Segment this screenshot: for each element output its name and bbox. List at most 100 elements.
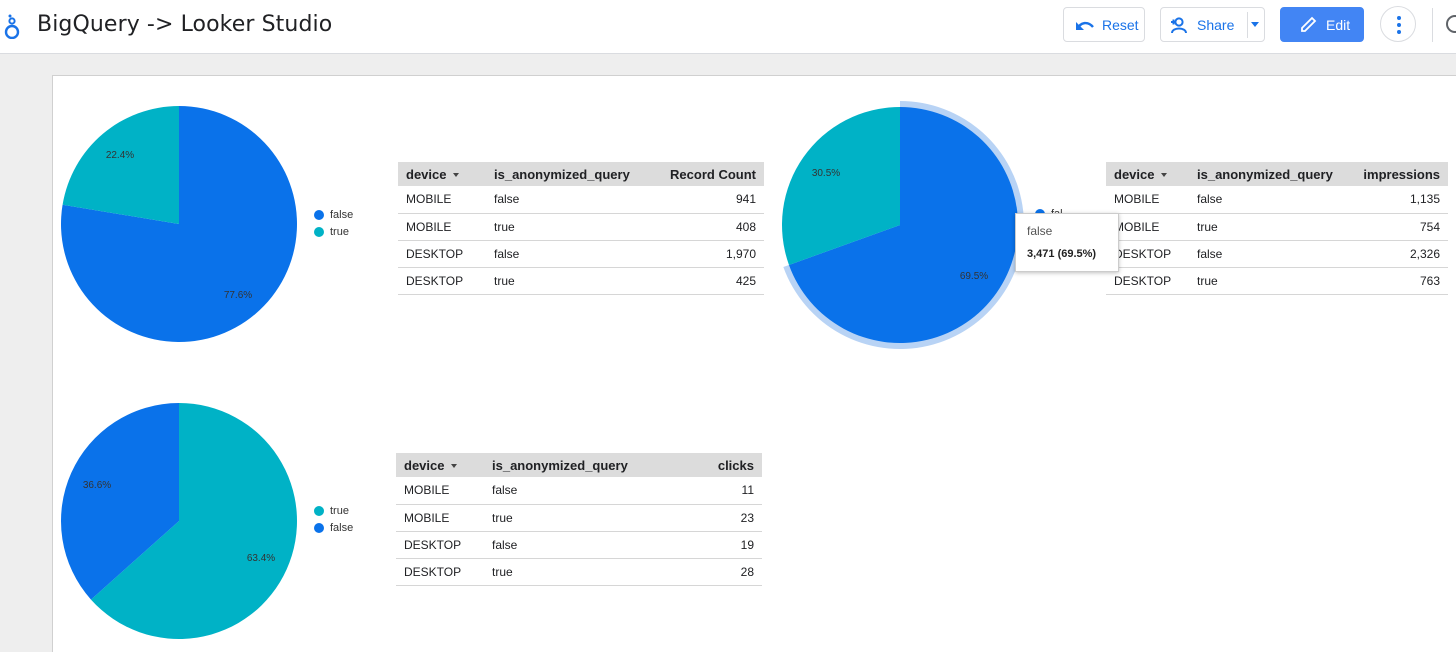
table-row[interactable]: DESKTOP true 28	[396, 558, 762, 586]
table-cell: MOBILE	[398, 186, 486, 214]
column-header-device[interactable]: device	[398, 162, 486, 186]
sort-icon[interactable]	[451, 464, 458, 469]
table-cell: true	[484, 504, 644, 532]
pie-data-label: 77.6%	[224, 290, 252, 301]
legend-label: false	[330, 521, 354, 534]
header-label: device	[406, 166, 447, 182]
report-title[interactable]: BigQuery -> Looker Studio	[37, 12, 333, 37]
pie-legend-3: true false	[314, 502, 353, 536]
table-cell: 19	[644, 531, 762, 559]
column-header-is-anonymized-query[interactable]: is_anonymized_query	[1189, 162, 1349, 186]
table-row[interactable]: DESKTOP true 425	[398, 267, 764, 295]
pie-chart-impressions[interactable]: 69.5% 30.5%	[775, 95, 1025, 355]
table-header-row: device is_anonymized_query impressions	[1106, 162, 1448, 186]
column-header-record-count[interactable]: Record Count	[646, 162, 764, 186]
table-row[interactable]: MOBILE true 23	[396, 504, 762, 532]
pie-slice-true[interactable]	[90, 403, 297, 639]
table-cell: DESKTOP	[398, 240, 486, 268]
pencil-icon	[1301, 16, 1317, 32]
legend-swatch	[314, 505, 324, 516]
table-row[interactable]: DESKTOP false 2,326	[1106, 240, 1448, 268]
tooltip-label: false	[1027, 224, 1053, 238]
chart-tooltip: false 3,471 (69.5%)	[1015, 213, 1119, 272]
table-cell: 763	[1349, 267, 1448, 295]
table-record-count: device is_anonymized_query Record Count …	[398, 162, 764, 295]
share-dropdown-icon[interactable]	[1251, 22, 1259, 27]
legend-label: false	[330, 208, 354, 221]
column-header-device[interactable]: device	[396, 453, 484, 477]
header-label: device	[404, 457, 445, 473]
person-add-icon	[1171, 16, 1187, 33]
history-icon[interactable]	[1446, 15, 1456, 33]
column-header-device[interactable]: device	[1106, 162, 1189, 186]
pie-slice-false[interactable]	[61, 403, 179, 600]
column-header-is-anonymized-query[interactable]: is_anonymized_query	[486, 162, 646, 186]
table-clicks: device is_anonymized_query clicks MOBILE…	[396, 453, 762, 586]
table-cell: true	[484, 558, 644, 586]
legend-item[interactable]: true	[314, 502, 353, 519]
edit-button[interactable]: Edit	[1280, 7, 1364, 42]
pie-legend-1: false true	[314, 206, 353, 240]
reset-button[interactable]: Reset	[1063, 7, 1145, 42]
table-cell: 23	[644, 504, 762, 532]
table-cell: DESKTOP	[396, 531, 484, 559]
table-cell: 754	[1349, 213, 1448, 241]
table-row[interactable]: DESKTOP false 1,970	[398, 240, 764, 268]
table-cell: DESKTOP	[1106, 240, 1189, 268]
legend-swatch	[314, 209, 324, 220]
column-header-clicks[interactable]: clicks	[644, 453, 762, 477]
table-cell: 408	[646, 213, 764, 241]
table-cell: false	[1189, 240, 1349, 268]
reset-label: Reset	[1102, 16, 1139, 33]
column-header-impressions[interactable]: impressions	[1349, 162, 1448, 186]
legend-swatch	[314, 522, 324, 533]
table-row[interactable]: MOBILE false 1,135	[1106, 186, 1448, 214]
app-header: BigQuery -> Looker Studio Reset Share Ed…	[0, 0, 1456, 54]
table-header-row: device is_anonymized_query Record Count	[398, 162, 764, 186]
pie-data-label: 22.4%	[106, 150, 134, 161]
sort-icon[interactable]	[1161, 173, 1168, 178]
table-row[interactable]: MOBILE false 11	[396, 477, 762, 505]
table-header-row: device is_anonymized_query clicks	[396, 453, 762, 477]
pie-data-label: 36.6%	[83, 480, 111, 491]
share-label: Share	[1197, 16, 1235, 33]
table-cell: 1,135	[1349, 186, 1448, 214]
table-impressions: device is_anonymized_query impressions M…	[1106, 162, 1448, 295]
table-cell: false	[486, 186, 646, 214]
share-button[interactable]: Share	[1160, 7, 1265, 42]
column-header-is-anonymized-query[interactable]: is_anonymized_query	[484, 453, 644, 477]
table-cell: false	[486, 240, 646, 268]
table-cell: 425	[646, 267, 764, 295]
table-row[interactable]: MOBILE true 408	[398, 213, 764, 241]
table-cell: true	[1189, 267, 1349, 295]
table-row[interactable]: MOBILE true 754	[1106, 213, 1448, 241]
table-cell: false	[484, 531, 644, 559]
more-options-button[interactable]	[1380, 6, 1416, 42]
table-row[interactable]: DESKTOP true 763	[1106, 267, 1448, 295]
legend-item[interactable]: false	[314, 206, 353, 223]
legend-item[interactable]: false	[314, 519, 353, 536]
table-cell: 11	[644, 477, 762, 505]
share-divider	[1247, 12, 1248, 38]
more-vert-icon-dot	[1397, 30, 1401, 34]
header-divider	[1432, 8, 1433, 42]
table-cell: false	[484, 477, 644, 505]
pie-data-label: 69.5%	[960, 271, 988, 282]
pie-slice-true[interactable]	[62, 106, 179, 224]
pie-data-label: 63.4%	[247, 553, 275, 564]
table-row[interactable]: DESKTOP false 19	[396, 531, 762, 559]
edit-label: Edit	[1326, 16, 1351, 33]
table-row[interactable]: MOBILE false 941	[398, 186, 764, 214]
pie-chart-clicks[interactable]: 63.4% 36.6%	[55, 397, 305, 647]
legend-item[interactable]: true	[314, 223, 353, 240]
sort-icon[interactable]	[453, 173, 460, 178]
pie-chart-record-count[interactable]: 77.6% 22.4%	[55, 100, 305, 350]
pie-slice-true[interactable]	[782, 107, 900, 265]
pie-slice-false[interactable]	[788, 107, 1018, 343]
table-cell: 28	[644, 558, 762, 586]
table-cell: 1,970	[646, 240, 764, 268]
table-cell: DESKTOP	[1106, 267, 1189, 295]
pie-data-label: 30.5%	[812, 168, 840, 179]
more-vert-icon-dot	[1397, 23, 1401, 27]
looker-studio-logo-icon	[4, 14, 20, 39]
